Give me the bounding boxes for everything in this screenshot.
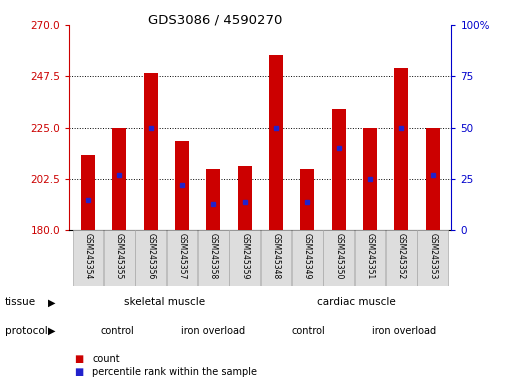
Bar: [300, 169, 314, 230]
Text: GSM245357: GSM245357: [177, 233, 187, 279]
Bar: [198, 230, 229, 286]
Text: ■: ■: [74, 354, 84, 364]
Bar: [206, 169, 221, 230]
Bar: [354, 230, 385, 286]
Text: GSM245359: GSM245359: [240, 233, 249, 279]
Text: ▶: ▶: [48, 326, 55, 336]
Bar: [426, 127, 440, 230]
Text: cardiac muscle: cardiac muscle: [317, 297, 396, 308]
Text: GSM245350: GSM245350: [334, 233, 343, 279]
Text: control: control: [291, 326, 325, 336]
Bar: [81, 155, 95, 230]
Bar: [363, 127, 377, 230]
Bar: [323, 230, 354, 286]
Text: GSM245351: GSM245351: [365, 233, 374, 279]
Bar: [261, 230, 291, 286]
Bar: [167, 230, 198, 286]
Bar: [175, 141, 189, 230]
Bar: [417, 230, 448, 286]
Text: ■: ■: [74, 367, 84, 377]
Text: skeletal muscle: skeletal muscle: [124, 297, 205, 308]
Text: control: control: [100, 326, 134, 336]
Text: GSM245352: GSM245352: [397, 233, 406, 279]
Text: GSM245349: GSM245349: [303, 233, 312, 279]
Bar: [104, 230, 135, 286]
Text: percentile rank within the sample: percentile rank within the sample: [92, 367, 258, 377]
Bar: [112, 127, 126, 230]
Bar: [331, 109, 346, 230]
Bar: [292, 230, 323, 286]
Text: GSM245358: GSM245358: [209, 233, 218, 279]
Bar: [386, 230, 417, 286]
Text: GDS3086 / 4590270: GDS3086 / 4590270: [148, 13, 283, 26]
Bar: [394, 68, 408, 230]
Bar: [229, 230, 260, 286]
Text: count: count: [92, 354, 120, 364]
Bar: [238, 167, 252, 230]
Text: GSM245348: GSM245348: [271, 233, 281, 279]
Text: ▶: ▶: [48, 297, 55, 308]
Bar: [73, 230, 104, 286]
Text: GSM245355: GSM245355: [115, 233, 124, 279]
Text: tissue: tissue: [5, 297, 36, 308]
Text: iron overload: iron overload: [181, 326, 245, 336]
Bar: [135, 230, 166, 286]
Bar: [269, 55, 283, 230]
Bar: [144, 73, 158, 230]
Text: protocol: protocol: [5, 326, 48, 336]
Text: GSM245354: GSM245354: [84, 233, 92, 279]
Text: GSM245356: GSM245356: [146, 233, 155, 279]
Text: iron overload: iron overload: [371, 326, 436, 336]
Text: GSM245353: GSM245353: [428, 233, 437, 279]
